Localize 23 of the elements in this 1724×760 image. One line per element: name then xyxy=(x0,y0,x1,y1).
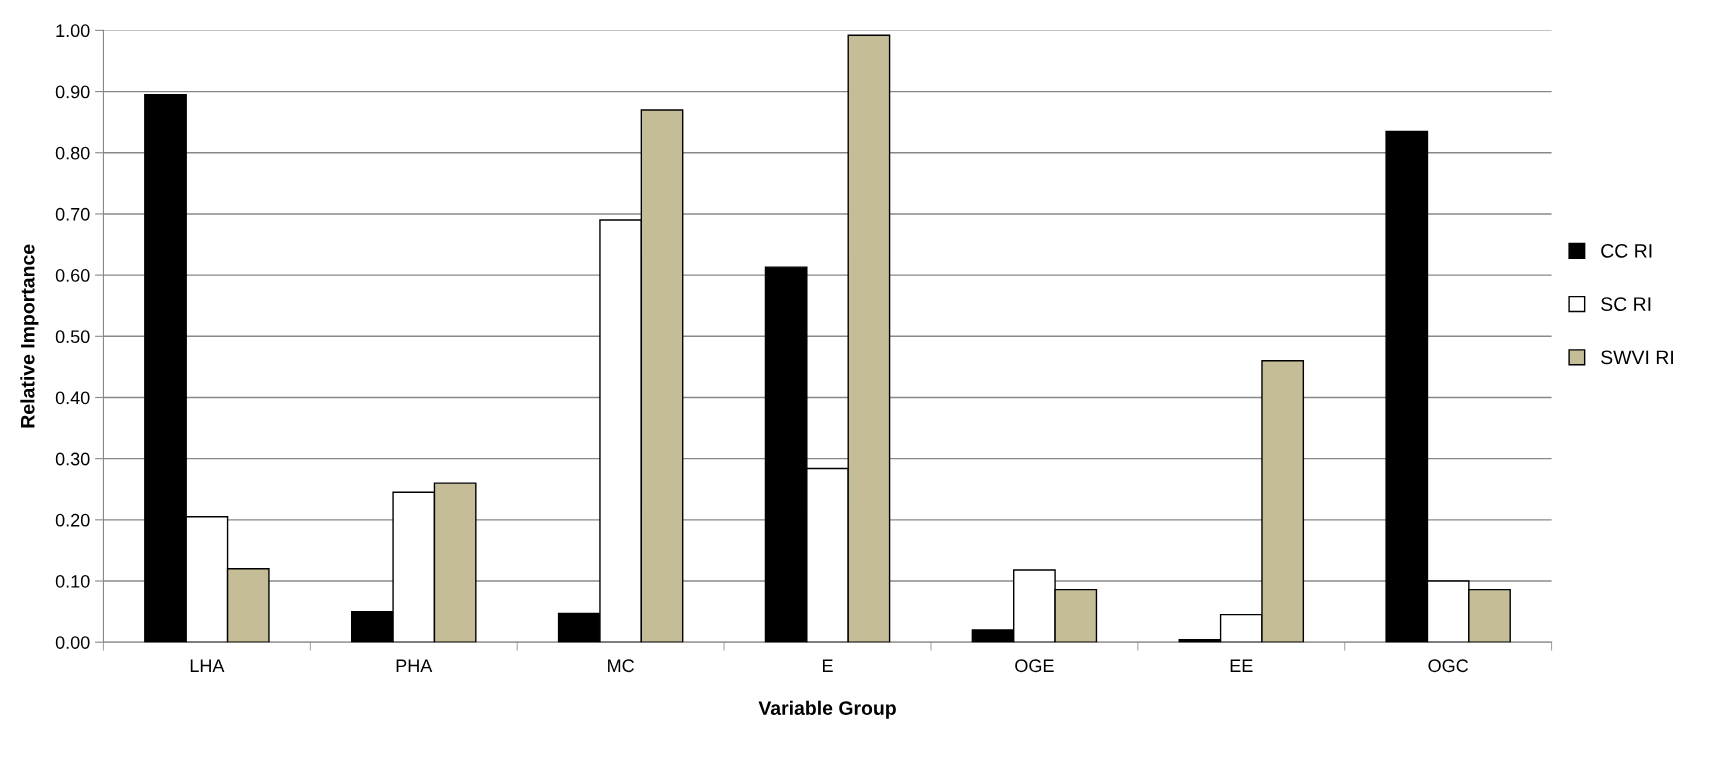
y-tick-label: 0.90 xyxy=(55,85,90,99)
y-tick-label: 0.40 xyxy=(55,391,90,405)
x-tick-label: EE xyxy=(1230,659,1253,672)
y-tick-label: 0.30 xyxy=(55,452,90,466)
legend-label: SWVI RI xyxy=(1601,350,1673,365)
x-tick-label: PHA xyxy=(396,659,433,672)
x-axis-title: Variable Group xyxy=(758,700,896,719)
y-tick-label: 0.70 xyxy=(55,207,90,221)
x-tick-label: OGE xyxy=(1015,659,1054,673)
y-tick-label: 0.00 xyxy=(55,636,90,649)
y-tick-label: 1.00 xyxy=(56,24,90,38)
x-tick-label: LHA xyxy=(190,659,225,672)
y-axis-title: Relative Importance xyxy=(20,244,39,428)
y-tick-label: 0.10 xyxy=(55,574,90,588)
x-tick-label: OGC xyxy=(1428,659,1469,673)
y-tick-label: 0.60 xyxy=(55,269,90,282)
legend-label: SC RI xyxy=(1601,297,1651,311)
x-tick-label: MC xyxy=(608,659,634,673)
y-tick-label: 0.20 xyxy=(55,513,90,527)
y-tick-label: 0.80 xyxy=(55,146,90,160)
x-tick-label: E xyxy=(822,659,833,672)
legend-label: CC RI xyxy=(1601,243,1652,258)
y-tick-label: 0.50 xyxy=(55,330,90,344)
